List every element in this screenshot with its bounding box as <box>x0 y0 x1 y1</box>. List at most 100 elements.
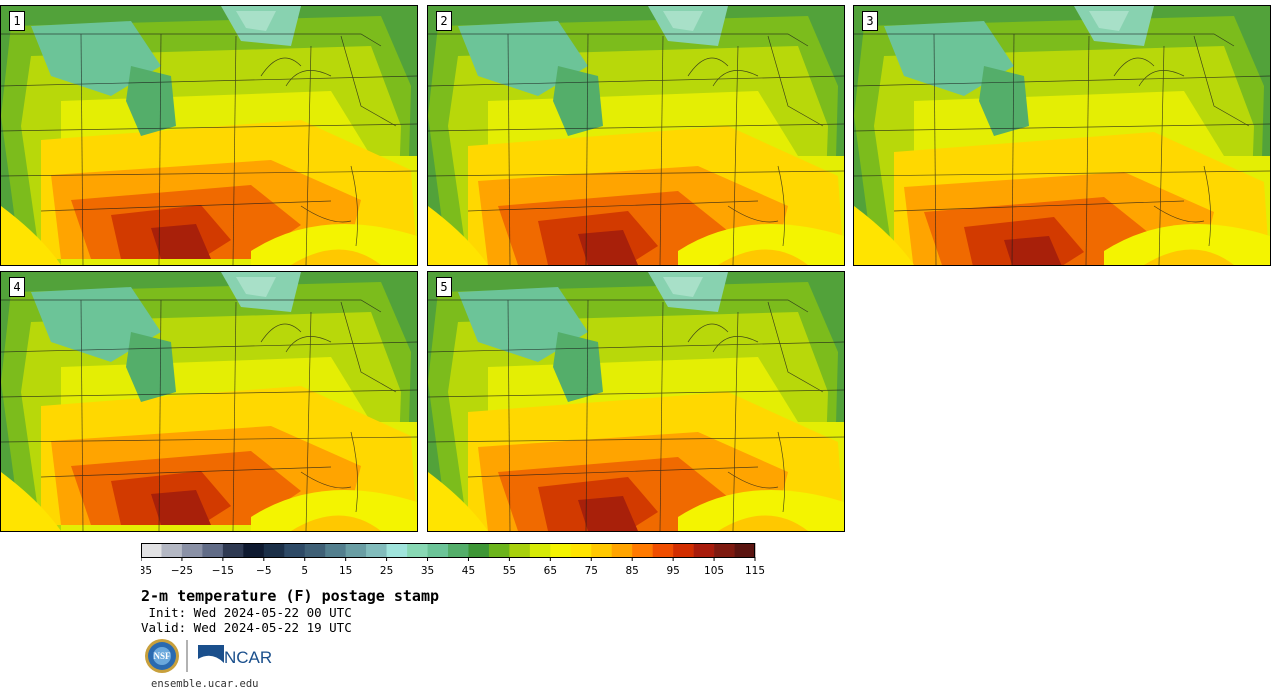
ocean-region <box>1 206 61 265</box>
map-panel-4: 4 <box>0 271 418 532</box>
colorbar-swatch <box>202 543 224 557</box>
ocean-region <box>854 206 914 265</box>
panel-number: 3 <box>862 11 878 31</box>
map-panel-1: 1 <box>0 5 418 266</box>
colorbar-tick-label: 55 <box>503 565 516 577</box>
colorbar-swatch <box>570 543 592 557</box>
temperature-map <box>428 6 844 265</box>
colorbar-swatch <box>488 543 510 557</box>
colorbar-swatch <box>591 543 613 557</box>
state-borders <box>428 33 844 265</box>
colorbar-swatch <box>427 543 449 557</box>
colorbar-swatch <box>468 543 490 557</box>
ncar-logo-text: NCAR <box>224 648 272 667</box>
state-borders <box>1 33 417 265</box>
state-borders <box>854 33 1270 265</box>
cool-region <box>553 332 603 402</box>
state-borders <box>428 299 844 531</box>
ocean-region <box>678 224 844 265</box>
website-url: ensemble.ucar.edu <box>151 678 259 690</box>
colorbar-swatch <box>243 543 265 557</box>
ocean-region <box>678 490 844 531</box>
colorbar-swatch <box>550 543 572 557</box>
temperature-colorbar: −35 −25 −15 −5 5 15 25 35 45 55 65 75 85 95 105 115 <box>141 543 765 577</box>
temperature-band <box>1004 236 1062 265</box>
colorbar-swatch <box>529 543 551 557</box>
map-panel-2: 2 <box>427 5 845 266</box>
cool-region <box>236 277 276 297</box>
temperature-band <box>578 496 638 531</box>
cool-region <box>979 66 1029 136</box>
valid-time: Valid: Wed 2024-05-22 19 UTC <box>141 620 352 635</box>
colorbar-swatch <box>386 543 408 557</box>
colorbar-swatch <box>734 543 756 557</box>
colorbar-swatch <box>673 543 694 557</box>
colorbar-tick-label: 5 <box>301 565 308 577</box>
state-borders <box>1 299 417 531</box>
panel-number: 4 <box>9 277 25 297</box>
map-panel-3: 3 <box>853 5 1271 266</box>
cool-region <box>126 332 176 402</box>
cool-region <box>126 66 176 136</box>
panel-number: 1 <box>9 11 25 31</box>
nsf-logo: NSF <box>145 639 179 673</box>
colorbar-swatch <box>714 543 735 557</box>
cool-region <box>1089 11 1129 31</box>
colorbar-swatch <box>509 543 531 557</box>
colorbar-tick-label: −35 <box>141 565 152 577</box>
cool-region <box>663 11 703 31</box>
colorbar-swatch <box>181 543 203 557</box>
ocean-region <box>428 472 488 531</box>
colorbar-swatch <box>652 543 674 557</box>
cool-region <box>458 287 588 362</box>
colorbar-swatch <box>611 543 633 557</box>
ocean-region <box>291 515 381 531</box>
temperature-band <box>578 230 638 265</box>
map-panel-5: 5 <box>427 271 845 532</box>
ocean-region <box>291 249 381 265</box>
init-time: Init: Wed 2024-05-22 00 UTC <box>141 605 352 620</box>
colorbar-swatch <box>366 543 387 557</box>
colorbar-tick-label: 105 <box>704 565 724 577</box>
ocean-region <box>1104 224 1270 265</box>
colorbar-tick-label: 35 <box>421 565 434 577</box>
temperature-map <box>854 6 1270 265</box>
colorbar-swatch <box>263 543 285 557</box>
cool-region <box>884 21 1014 96</box>
colorbar-tick-label: 45 <box>462 565 475 577</box>
cool-region <box>553 66 603 136</box>
ocean-region <box>718 515 808 531</box>
nsf-logo-text: NSF <box>153 651 171 661</box>
colorbar-swatch <box>284 543 306 557</box>
colorbar-swatch <box>161 543 183 557</box>
temperature-band <box>151 490 211 525</box>
colorbar-swatch <box>222 543 244 557</box>
colorbar-tick-label: 15 <box>339 565 352 577</box>
cool-region <box>31 21 161 96</box>
colorbar-swatch <box>693 543 715 557</box>
temperature-map <box>428 272 844 531</box>
ocean-region <box>428 206 488 265</box>
cool-region <box>236 11 276 31</box>
colorbar-swatch <box>345 543 367 557</box>
colorbar-tick-label: 25 <box>380 565 393 577</box>
colorbar-swatch <box>407 543 428 557</box>
temperature-map <box>1 272 417 531</box>
panel-number: 2 <box>436 11 452 31</box>
panel-number: 5 <box>436 277 452 297</box>
ocean-region <box>251 490 417 531</box>
colorbar-swatch <box>632 543 653 557</box>
ocean-region <box>1 472 61 531</box>
colorbar-tick-label: 65 <box>544 565 557 577</box>
temperature-band <box>151 224 211 259</box>
cool-region <box>663 277 703 297</box>
colorbar-tick-label: −25 <box>171 565 193 577</box>
cool-region <box>458 21 588 96</box>
colorbar-tick-label: 95 <box>666 565 679 577</box>
colorbar-tick-label: −15 <box>212 565 234 577</box>
logos: NSF NCAR <box>145 639 272 673</box>
ocean-region <box>718 249 808 265</box>
colorbar-swatch <box>304 543 326 557</box>
cool-region <box>31 287 161 362</box>
colorbar-tick-label: 75 <box>585 565 598 577</box>
